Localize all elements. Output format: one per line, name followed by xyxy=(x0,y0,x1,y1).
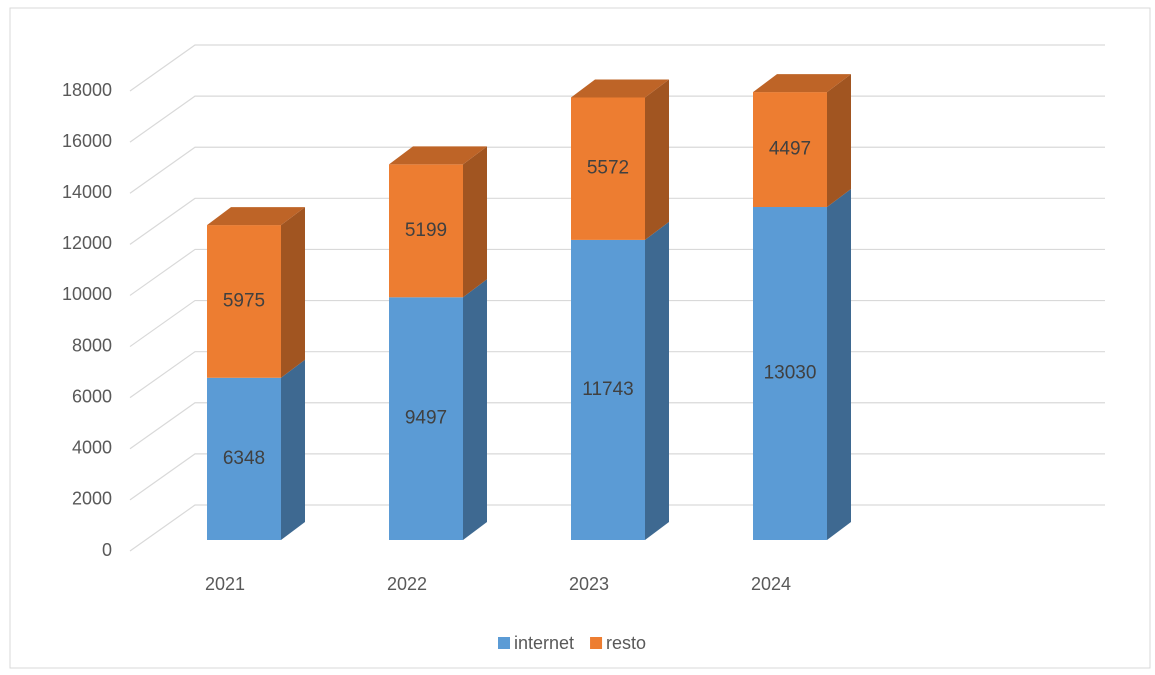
data-label: 4497 xyxy=(769,139,811,160)
bar-top xyxy=(753,74,851,93)
bar-side xyxy=(281,207,305,378)
y-tick-label: 10000 xyxy=(62,284,112,304)
bar xyxy=(207,225,281,378)
y-tick-label: 6000 xyxy=(72,386,112,406)
y-tick-label: 16000 xyxy=(62,131,112,151)
x-tick-label: 2024 xyxy=(751,574,791,594)
y-tick-label: 12000 xyxy=(62,233,112,253)
bar-side xyxy=(827,189,851,540)
x-tick-label: 2022 xyxy=(387,574,427,594)
y-tick-label: 2000 xyxy=(72,489,112,509)
bar xyxy=(753,92,827,208)
y-tick-label: 4000 xyxy=(72,438,112,458)
bar-top xyxy=(389,146,487,165)
y-tick-label: 0 xyxy=(102,540,112,560)
legend-swatch xyxy=(590,637,603,649)
data-label: 13030 xyxy=(764,363,817,384)
bar xyxy=(389,297,463,540)
legend-label: resto xyxy=(606,633,646,653)
data-label: 6348 xyxy=(223,448,265,469)
bar-side xyxy=(463,146,487,298)
y-tick-label: 14000 xyxy=(62,182,112,202)
bar-side xyxy=(281,359,305,540)
y-tick-label: 18000 xyxy=(62,80,112,100)
bar xyxy=(389,164,463,298)
legend-swatch xyxy=(498,637,510,649)
bar-side xyxy=(463,279,487,540)
x-tick-label: 2023 xyxy=(569,574,609,594)
legend-label: internet xyxy=(514,633,574,653)
grid-line xyxy=(129,44,1105,92)
bar xyxy=(753,207,827,540)
bar xyxy=(571,97,645,240)
bar xyxy=(207,377,281,540)
x-tick-label: 2021 xyxy=(205,574,245,594)
data-label: 5975 xyxy=(223,290,265,311)
data-label: 5199 xyxy=(405,220,447,241)
bar xyxy=(571,239,645,540)
y-tick-label: 8000 xyxy=(72,335,112,355)
data-label: 5572 xyxy=(587,158,629,179)
data-label: 9497 xyxy=(405,408,447,429)
bar-top xyxy=(571,79,669,98)
bar-side xyxy=(645,79,669,240)
bar-side xyxy=(827,74,851,208)
data-label: 11743 xyxy=(582,379,633,400)
bar-top xyxy=(207,207,305,226)
bar-side xyxy=(645,221,669,540)
